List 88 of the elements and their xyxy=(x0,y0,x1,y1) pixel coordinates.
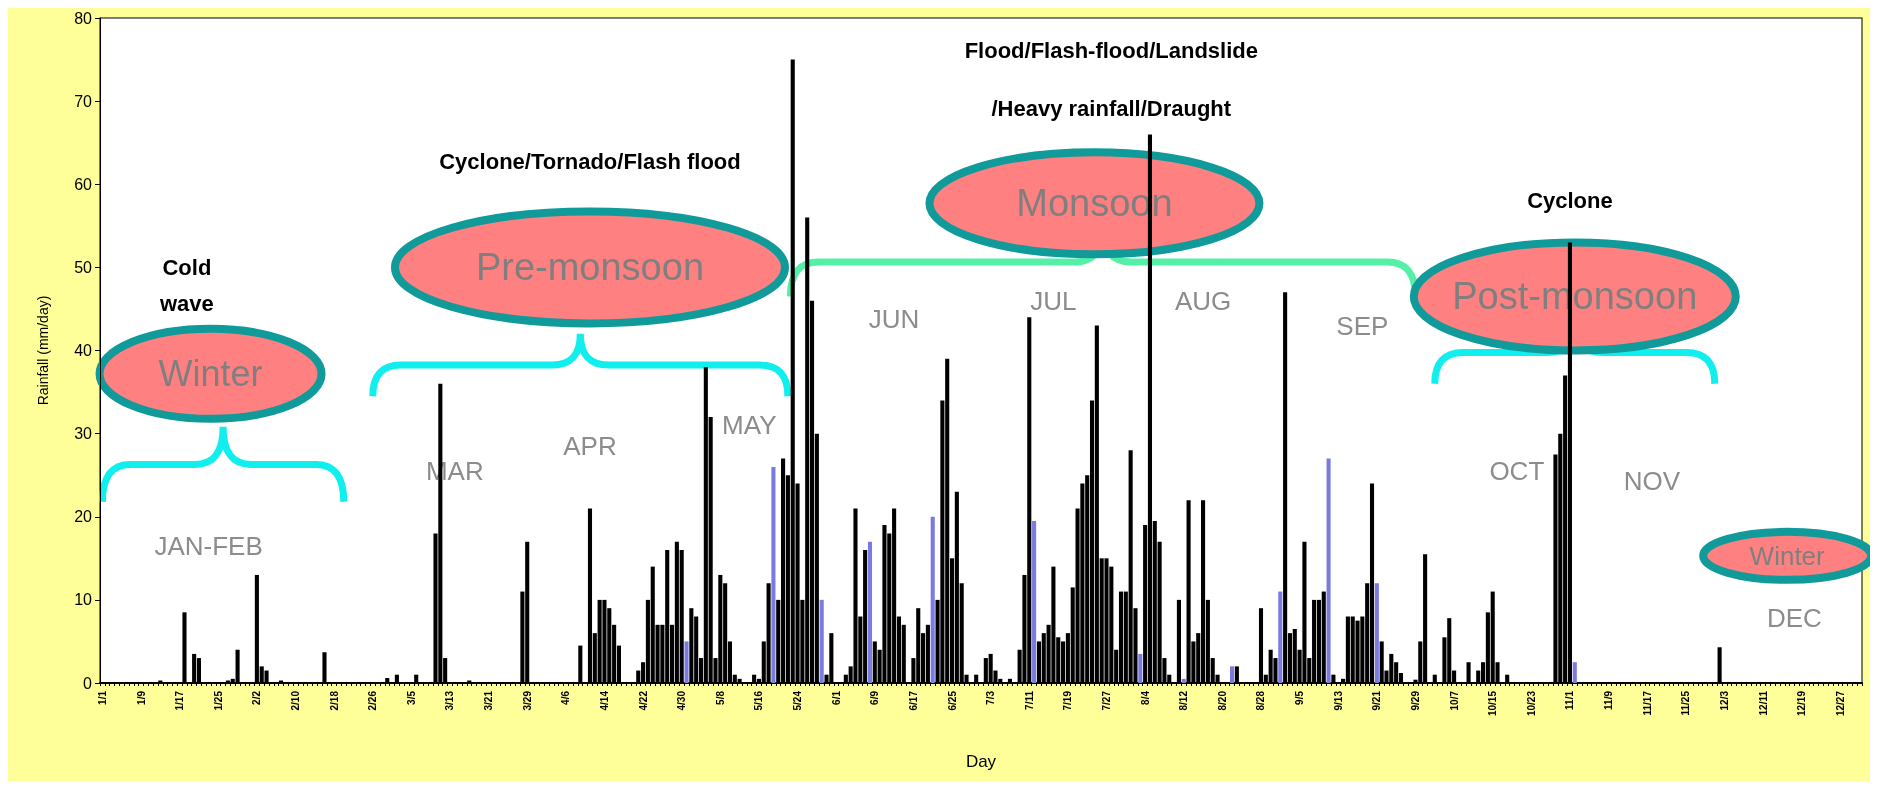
x-tick-label: 6/17 xyxy=(907,690,919,711)
x-tick-label: 8/20 xyxy=(1216,690,1228,711)
x-tick-label: 10/23 xyxy=(1525,690,1537,717)
x-axis-title: Day xyxy=(965,752,997,771)
bar xyxy=(867,541,873,683)
x-tick-label: 5/24 xyxy=(792,690,804,711)
bar xyxy=(1374,583,1379,683)
bar xyxy=(1138,653,1143,683)
x-tick-label: 9/21 xyxy=(1371,690,1383,711)
annotation: NOV xyxy=(1623,465,1681,497)
x-tick-label: 3/5 xyxy=(405,690,417,705)
bar xyxy=(771,466,776,683)
x-tick-label: 4/14 xyxy=(598,690,610,711)
x-tick-label: 1/9 xyxy=(135,690,147,705)
annotation: /Heavy rainfall/Draught xyxy=(990,95,1233,124)
x-tick-label: 11/9 xyxy=(1603,690,1615,710)
x-tick-label: 2/18 xyxy=(328,690,340,711)
x-tick-label: 11/25 xyxy=(1680,690,1692,716)
annotation: Pre-monsoon xyxy=(475,245,705,289)
x-tick-label: 10/7 xyxy=(1448,690,1460,711)
x-tick-label: 9/13 xyxy=(1332,690,1344,711)
annotation: Cold wave xyxy=(158,253,215,318)
x-tick-label: 3/29 xyxy=(521,690,533,711)
bar xyxy=(930,516,935,683)
x-tick-label: 11/17 xyxy=(1641,690,1653,716)
annotation: Cyclone/Tornado/Flash flood xyxy=(438,147,742,176)
annotation: OCT xyxy=(1489,455,1545,487)
y-tick-label: 80 xyxy=(74,9,93,27)
x-tick-label: 12/3 xyxy=(1718,690,1730,711)
x-tick-label: 4/22 xyxy=(637,690,649,711)
bar xyxy=(1278,591,1283,683)
annotation: JUL xyxy=(1030,285,1077,317)
x-tick-label: 3/13 xyxy=(444,690,456,711)
y-tick-label: 50 xyxy=(74,258,93,276)
x-tick-label: 9/5 xyxy=(1294,690,1306,705)
x-tick-label: 9/29 xyxy=(1409,690,1421,711)
x-tick-label: 5/16 xyxy=(753,690,765,711)
x-tick-label: 4/30 xyxy=(676,690,688,711)
x-tick-label: 4/6 xyxy=(560,690,572,705)
x-tick-label: 1/25 xyxy=(212,690,224,711)
bar xyxy=(1326,458,1331,683)
annotation: DEC xyxy=(1766,602,1822,634)
bar xyxy=(1181,678,1186,683)
x-tick-label: 1/17 xyxy=(174,690,186,711)
x-tick-label: 2/26 xyxy=(367,690,379,711)
y-tick-label: 60 xyxy=(74,175,93,193)
bar xyxy=(819,599,824,683)
x-tick-label: 3/21 xyxy=(483,690,495,711)
annotation: Flood/Flash-flood/Landslide xyxy=(963,37,1259,66)
x-tick-label: 8/28 xyxy=(1255,690,1267,711)
x-tick-label: 7/27 xyxy=(1101,690,1113,711)
x-tick-label: 8/12 xyxy=(1178,690,1190,711)
y-tick-label: 40 xyxy=(74,342,93,359)
bar xyxy=(1229,666,1235,683)
annotation: SEP xyxy=(1336,310,1389,342)
y-tick-label: 30 xyxy=(74,425,93,443)
annotation: APR xyxy=(563,430,617,462)
annotation: MAY xyxy=(722,409,777,441)
y-axis-title: Rainfall (mm/day) xyxy=(35,295,51,406)
annotation: AUG xyxy=(1174,285,1232,317)
x-tick-label: 7/19 xyxy=(1062,690,1074,711)
bar xyxy=(1032,520,1037,683)
x-tick-label: 10/15 xyxy=(1487,690,1499,717)
x-tick-label: 12/11 xyxy=(1757,690,1769,716)
x-tick-label: 6/25 xyxy=(946,690,958,711)
x-tick-label: 2/2 xyxy=(251,690,263,705)
x-tick-label: 5/8 xyxy=(714,690,726,705)
annotation: Cyclone xyxy=(1526,186,1614,215)
y-tick-label: 20 xyxy=(74,508,93,526)
annotation: JAN-FEB xyxy=(154,530,263,562)
y-tick-label: 10 xyxy=(74,591,93,609)
x-tick-label: 12/27 xyxy=(1834,690,1846,717)
x-tick-label: 2/10 xyxy=(290,690,302,711)
x-tick-label: 1/1 xyxy=(96,690,108,705)
annotation: Winter xyxy=(158,352,263,395)
y-tick-label: 70 xyxy=(74,92,93,110)
x-tick-label: 6/1 xyxy=(830,690,842,705)
x-tick-label: 6/9 xyxy=(869,690,881,705)
x-tick-label: 8/4 xyxy=(1139,690,1151,705)
x-tick-label: 12/19 xyxy=(1796,690,1808,717)
bar xyxy=(1572,662,1577,683)
annotation: Winter xyxy=(1749,540,1825,572)
annotation: JUN xyxy=(868,303,920,335)
x-tick-label: 7/11 xyxy=(1023,690,1035,710)
bar xyxy=(684,641,689,683)
x-tick-label: 11/1 xyxy=(1564,690,1576,710)
y-tick-label: 0 xyxy=(83,674,93,692)
x-tick-label: 7/3 xyxy=(985,690,997,705)
